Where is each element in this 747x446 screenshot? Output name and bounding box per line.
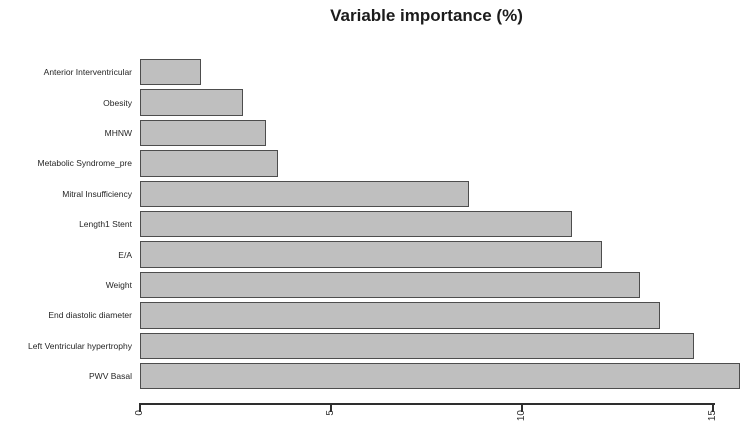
chart-title: Variable importance (%) [330,6,523,25]
bar [140,180,469,207]
bar-row: Metabolic Syndrome_pre [0,150,740,177]
bar-row: MHNW [0,119,740,147]
category-label: MHNW [104,127,132,138]
x-axis-tick [712,403,714,412]
bar [140,119,267,147]
bar-row: E/A [0,241,740,268]
x-axis-tick [521,403,523,412]
x-axis-tick [330,403,332,412]
x-axis-tick-label: 15 [707,410,718,422]
bar-row: End diastolic diameter [0,302,740,329]
x-axis-tick-label: 10 [516,410,527,422]
category-label: Length1 Stent [79,219,132,230]
bar [140,332,694,359]
bar [140,89,244,116]
bar [140,241,603,268]
x-axis-tick-label: 5 [325,410,336,416]
bar [140,210,572,238]
bar-row: Anterior Interventricular [0,59,740,86]
category-label: Mitral Insufficiency [62,188,132,199]
bar-row: Length1 Stent [0,210,740,238]
category-label: PWV Basal [89,371,132,382]
category-label: Left Ventricular hypertrophy [28,340,132,351]
plot-area: Anterior Interventricular Obesity MHNW Meta… [0,59,740,390]
bar [140,362,740,390]
x-axis-line [140,403,715,405]
x-axis-tick-label: 0 [134,410,145,416]
bar [140,59,202,86]
bar-row: Obesity [0,89,740,116]
category-label: End diastolic diameter [48,310,132,321]
bar-row: Left Ventricular hypertrophy [0,332,740,359]
category-label: Anterior Interventricular [43,67,132,78]
x-axis-tick [139,403,141,412]
category-label: Weight [105,279,132,290]
bar-row: PWV Basal [0,362,740,390]
bar [140,150,278,177]
category-label: E/A [118,249,132,260]
bar [140,271,641,299]
category-label: Metabolic Syndrome_pre [37,158,133,169]
bar [140,302,660,329]
category-label: Obesity [103,97,132,108]
bar-row: Mitral Insufficiency [0,180,740,207]
bar-row: Weight [0,271,740,299]
